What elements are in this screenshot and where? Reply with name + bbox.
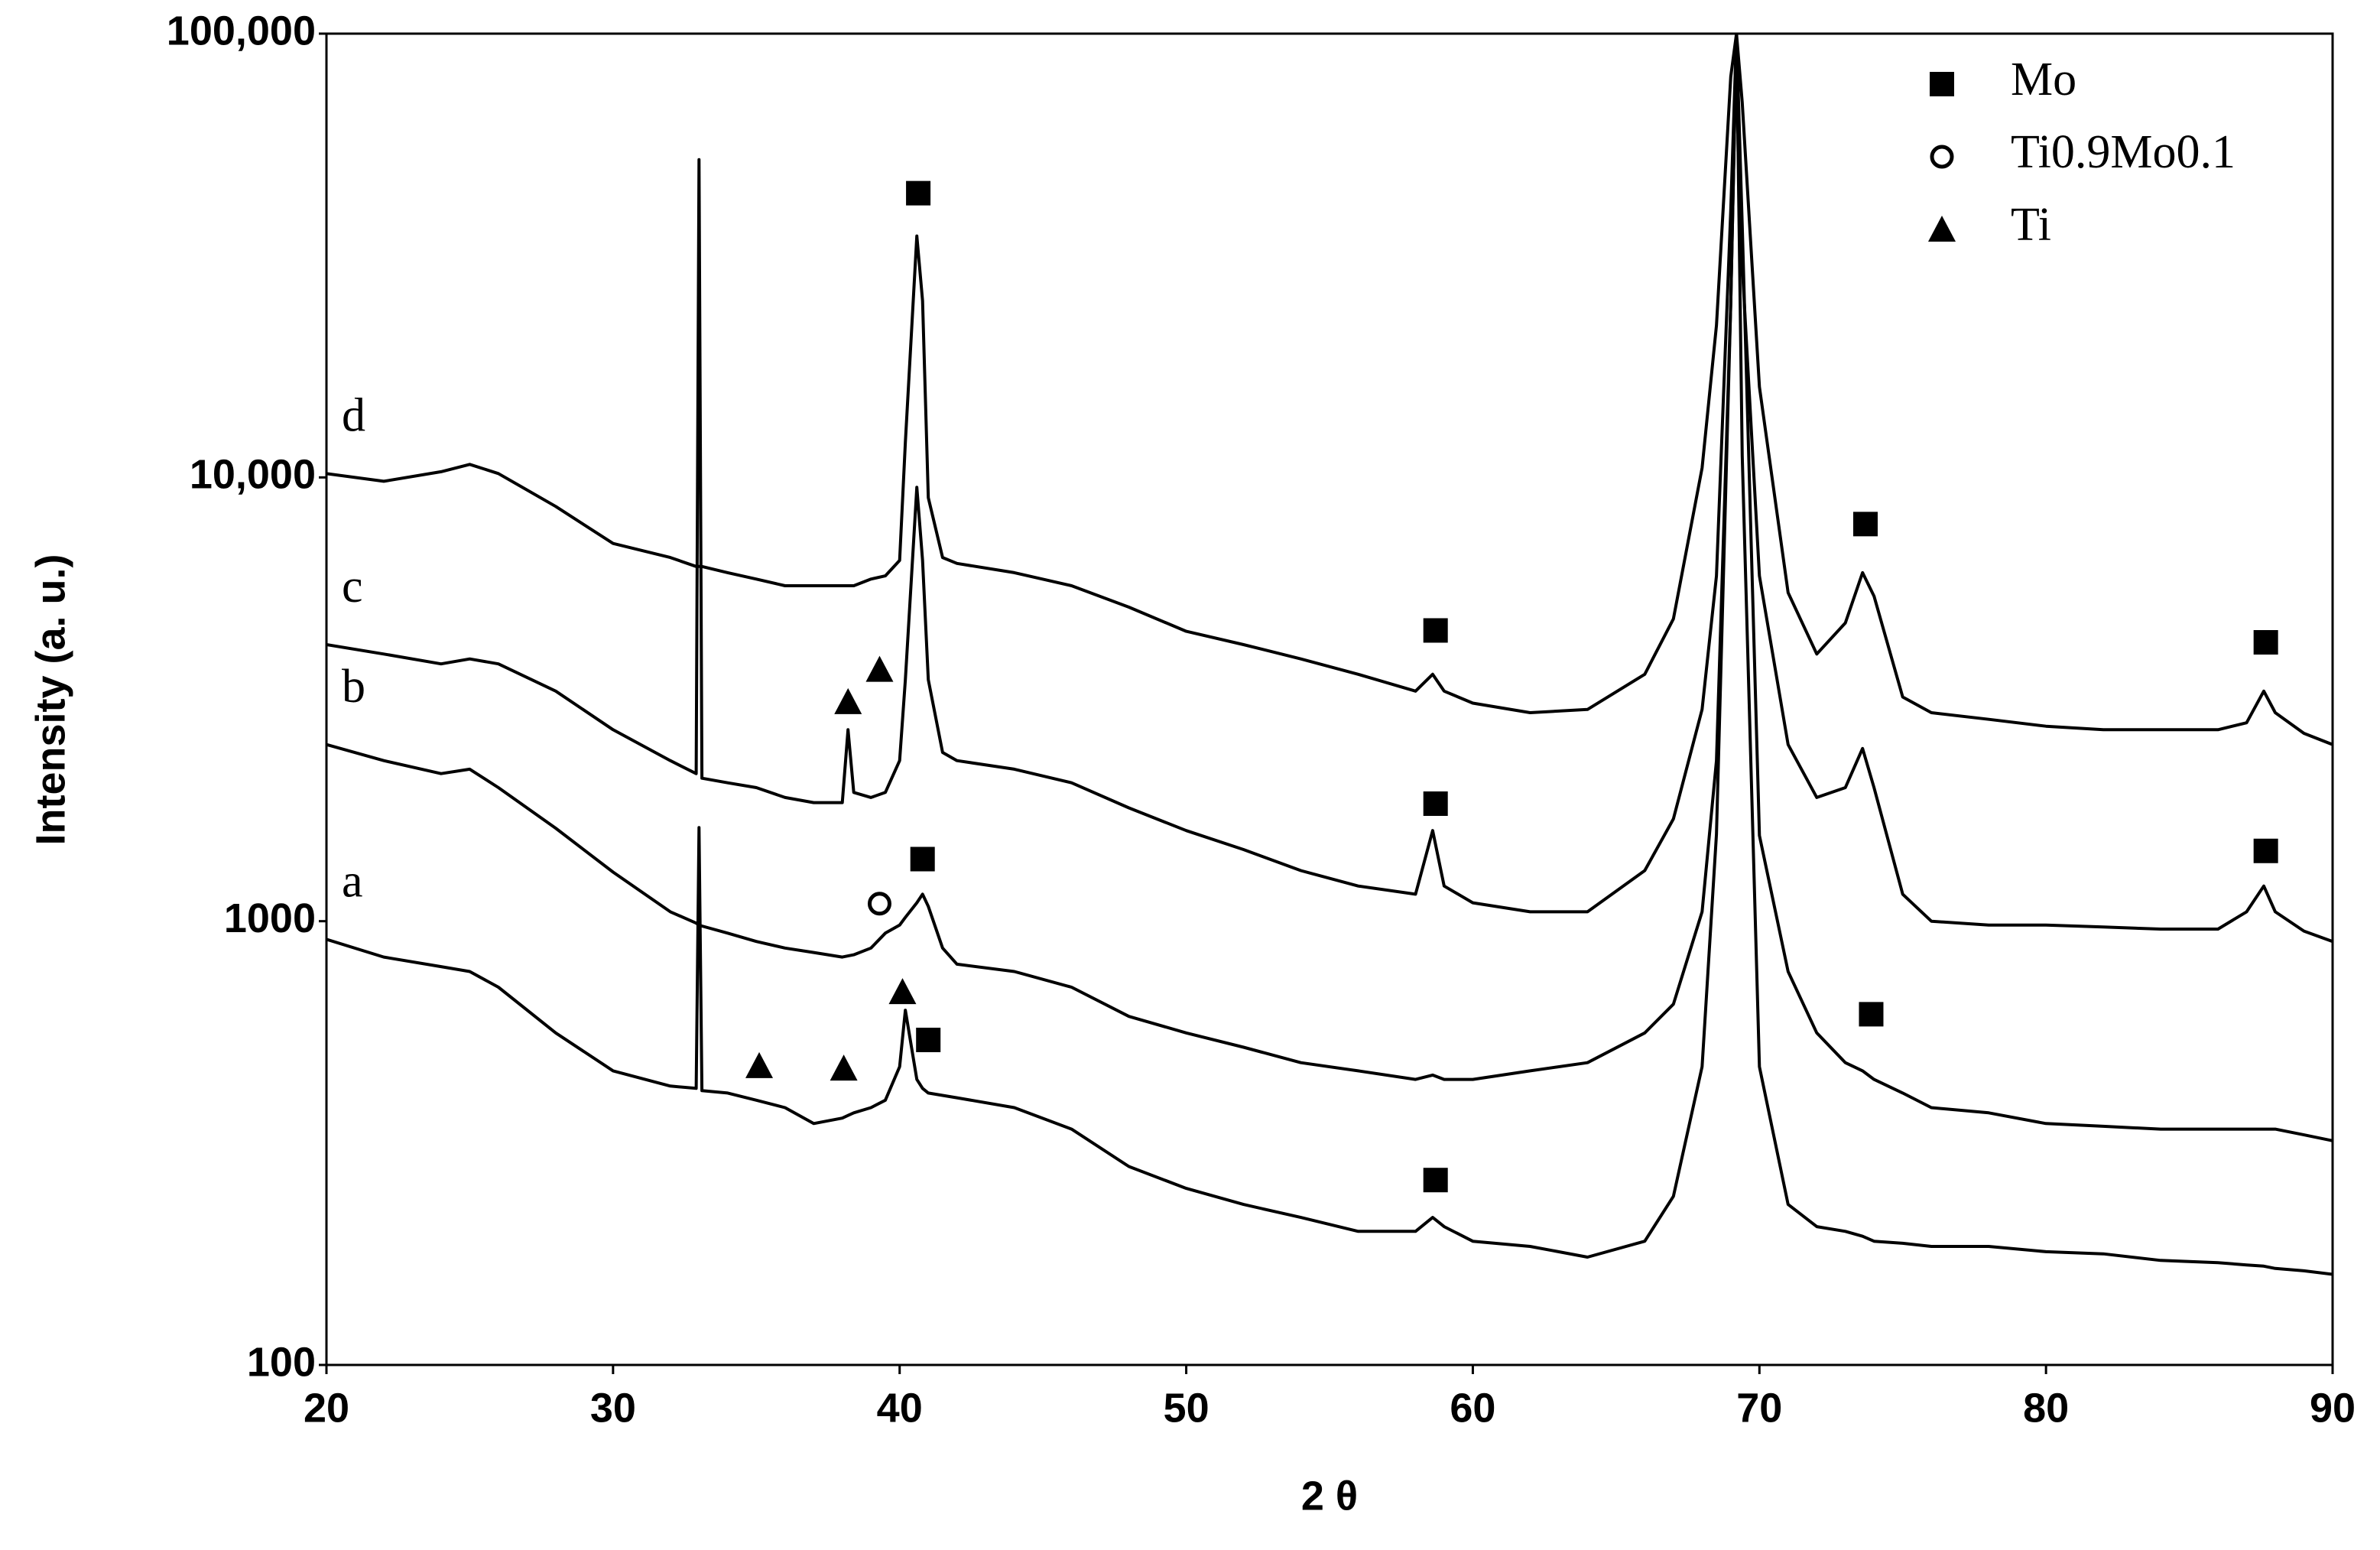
legend-marker: [1930, 72, 1954, 96]
marker-square: [1859, 1002, 1884, 1027]
legend-label: Mo: [2011, 54, 2076, 106]
marker-triangle: [888, 978, 917, 1005]
y-tick-label: 100,000: [167, 8, 316, 54]
marker-square: [1423, 618, 1448, 643]
marker-triangle: [745, 1051, 774, 1078]
y-tick-label: 10,000: [190, 452, 316, 498]
x-tick-label: 50: [1164, 1385, 1209, 1431]
marker-square: [2253, 838, 2278, 863]
marker-circle: [867, 892, 891, 916]
series-line: [326, 34, 2333, 1142]
series-label: d: [342, 390, 365, 442]
marker-square: [916, 1027, 941, 1052]
y-tick-label: 1000: [224, 895, 316, 941]
marker-triangle: [865, 655, 894, 682]
marker-triangle: [830, 1054, 858, 1081]
marker-square: [1423, 1168, 1448, 1193]
legend-marker: [1928, 216, 1956, 242]
x-tick-label: 20: [304, 1385, 349, 1431]
x-tick-label: 60: [1450, 1385, 1495, 1431]
legend-label: Ti: [2011, 199, 2051, 251]
marker-square: [910, 846, 935, 872]
series-label: c: [342, 561, 363, 613]
legend-label: Ti0.9Mo0.1: [2011, 126, 2236, 178]
x-tick-label: 80: [2023, 1385, 2069, 1431]
marker-square: [1423, 791, 1448, 816]
series-line: [326, 34, 2333, 944]
series-label: b: [342, 661, 365, 713]
y-tick-label: 100: [247, 1339, 316, 1385]
legend-marker: [1930, 145, 1954, 169]
series-line: [326, 34, 2333, 1276]
marker-triangle: [834, 687, 862, 714]
x-tick-label: 40: [877, 1385, 923, 1431]
x-tick-label: 70: [1736, 1385, 1782, 1431]
x-tick-label: 30: [590, 1385, 636, 1431]
series-label: a: [342, 856, 363, 908]
marker-square: [2253, 629, 2278, 655]
plot-frame: [325, 32, 2334, 1366]
x-axis-title: 2 θ: [1301, 1473, 1358, 1519]
series-line: [326, 34, 2333, 746]
marker-square: [1852, 512, 1878, 537]
marker-square: [906, 180, 931, 206]
x-tick-label: 90: [2310, 1385, 2356, 1431]
y-axis-title: Intensity (a. u.): [28, 554, 73, 845]
